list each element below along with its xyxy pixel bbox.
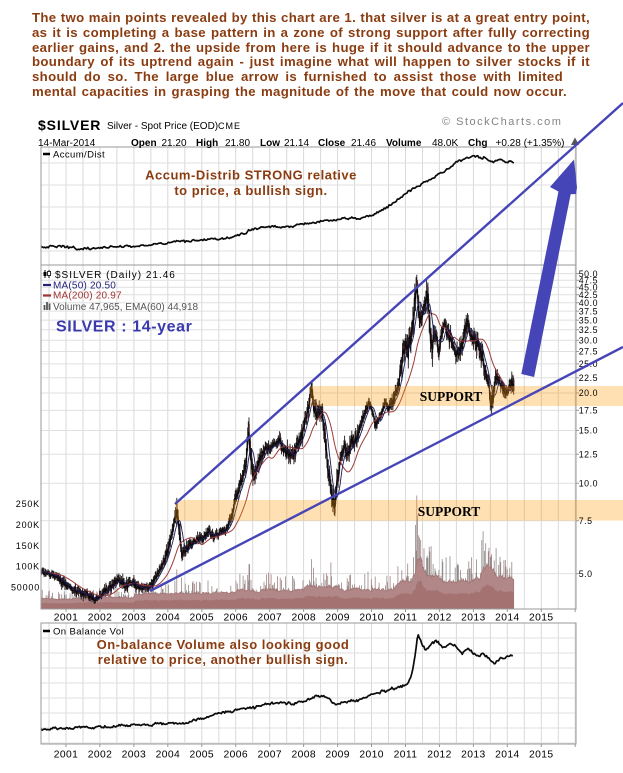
svg-text:37.5: 37.5 bbox=[579, 306, 598, 316]
svg-text:2004: 2004 bbox=[156, 613, 181, 624]
svg-text:42.5: 42.5 bbox=[579, 290, 598, 300]
svg-text:22.5: 22.5 bbox=[579, 373, 598, 383]
svg-text:SUPPORT: SUPPORT bbox=[418, 504, 481, 519]
svg-text:$SILVER (Daily) 21.46: $SILVER (Daily) 21.46 bbox=[55, 270, 176, 281]
svg-text:200K: 200K bbox=[16, 520, 40, 530]
svg-text:2008: 2008 bbox=[291, 749, 316, 760]
svg-text:Volume 47,965, EMA(60) 44,918: Volume 47,965, EMA(60) 44,918 bbox=[53, 302, 199, 313]
svg-text:2009: 2009 bbox=[325, 613, 350, 624]
svg-text:2002: 2002 bbox=[88, 749, 113, 760]
svg-text:2006: 2006 bbox=[224, 613, 249, 624]
svg-text:50.0: 50.0 bbox=[579, 269, 598, 279]
svg-text:5.0: 5.0 bbox=[579, 569, 593, 579]
svg-text:MA(50) 20.50: MA(50) 20.50 bbox=[53, 280, 116, 291]
svg-text:150K: 150K bbox=[16, 541, 40, 551]
svg-text:On-balance Volume also looking: On-balance Volume also looking good bbox=[97, 637, 350, 652]
svg-text:2001: 2001 bbox=[54, 749, 79, 760]
svg-text:2002: 2002 bbox=[88, 613, 113, 624]
svg-text:Silver - Spot Price (EOD): Silver - Spot Price (EOD) bbox=[107, 121, 218, 132]
svg-text:2007: 2007 bbox=[257, 749, 282, 760]
svg-text:2014: 2014 bbox=[495, 613, 520, 624]
svg-text:2012: 2012 bbox=[427, 749, 452, 760]
svg-text:250K: 250K bbox=[16, 499, 40, 509]
svg-text:2013: 2013 bbox=[461, 613, 486, 624]
svg-text:15.0: 15.0 bbox=[579, 426, 598, 436]
svg-text:2010: 2010 bbox=[359, 749, 384, 760]
svg-text:$SILVER: $SILVER bbox=[38, 117, 101, 133]
svg-text:27.5: 27.5 bbox=[579, 347, 598, 357]
svg-text:2004: 2004 bbox=[156, 749, 181, 760]
svg-text:47.5: 47.5 bbox=[579, 276, 598, 286]
svg-text:20.0: 20.0 bbox=[579, 388, 598, 398]
svg-text:SUPPORT: SUPPORT bbox=[420, 389, 483, 404]
svg-text:45.0: 45.0 bbox=[579, 283, 598, 293]
svg-text:40.0: 40.0 bbox=[579, 298, 598, 308]
svg-text:2003: 2003 bbox=[122, 613, 147, 624]
svg-text:to price, a bullish sign.: to price, a bullish sign. bbox=[174, 183, 327, 198]
svg-text:Accum/Dist: Accum/Dist bbox=[53, 150, 105, 161]
svg-text:2006: 2006 bbox=[224, 749, 249, 760]
svg-text:2009: 2009 bbox=[325, 749, 350, 760]
svg-text:2015: 2015 bbox=[529, 749, 554, 760]
svg-text:30.0: 30.0 bbox=[579, 335, 598, 345]
svg-text:MA(200) 20.97: MA(200) 20.97 bbox=[53, 291, 122, 302]
svg-text:Accum-Distrib STRONG relative: Accum-Distrib STRONG relative bbox=[145, 168, 357, 183]
svg-text:35.0: 35.0 bbox=[579, 315, 598, 325]
svg-text:2001: 2001 bbox=[54, 613, 79, 624]
svg-text:2005: 2005 bbox=[190, 613, 215, 624]
svg-text:2008: 2008 bbox=[291, 613, 316, 624]
svg-text:2010: 2010 bbox=[359, 613, 384, 624]
svg-text:32.5: 32.5 bbox=[579, 325, 598, 335]
svg-text:2014: 2014 bbox=[495, 749, 520, 760]
svg-text:SILVER : 14-year: SILVER : 14-year bbox=[56, 319, 192, 336]
svg-text:12.5: 12.5 bbox=[579, 449, 598, 459]
svg-text:50000: 50000 bbox=[11, 583, 40, 593]
svg-text:2007: 2007 bbox=[257, 613, 282, 624]
svg-text:100K: 100K bbox=[16, 562, 40, 572]
svg-text:2011: 2011 bbox=[394, 749, 418, 760]
svg-text:2013: 2013 bbox=[461, 749, 486, 760]
svg-text:On Balance Vol: On Balance Vol bbox=[53, 627, 124, 638]
svg-text:2011: 2011 bbox=[394, 613, 418, 624]
svg-text:2005: 2005 bbox=[190, 749, 215, 760]
svg-text:© StockCharts.com: © StockCharts.com bbox=[442, 116, 562, 128]
svg-text:2003: 2003 bbox=[122, 749, 147, 760]
svg-text:17.5: 17.5 bbox=[579, 406, 598, 416]
svg-text:10.0: 10.0 bbox=[579, 479, 598, 489]
svg-text:relative to price, another bul: relative to price, another bullish sign. bbox=[98, 652, 348, 667]
svg-text:2012: 2012 bbox=[427, 613, 452, 624]
svg-text:7.5: 7.5 bbox=[579, 516, 593, 526]
svg-text:2015: 2015 bbox=[529, 613, 554, 624]
svg-text:CME: CME bbox=[218, 121, 241, 131]
